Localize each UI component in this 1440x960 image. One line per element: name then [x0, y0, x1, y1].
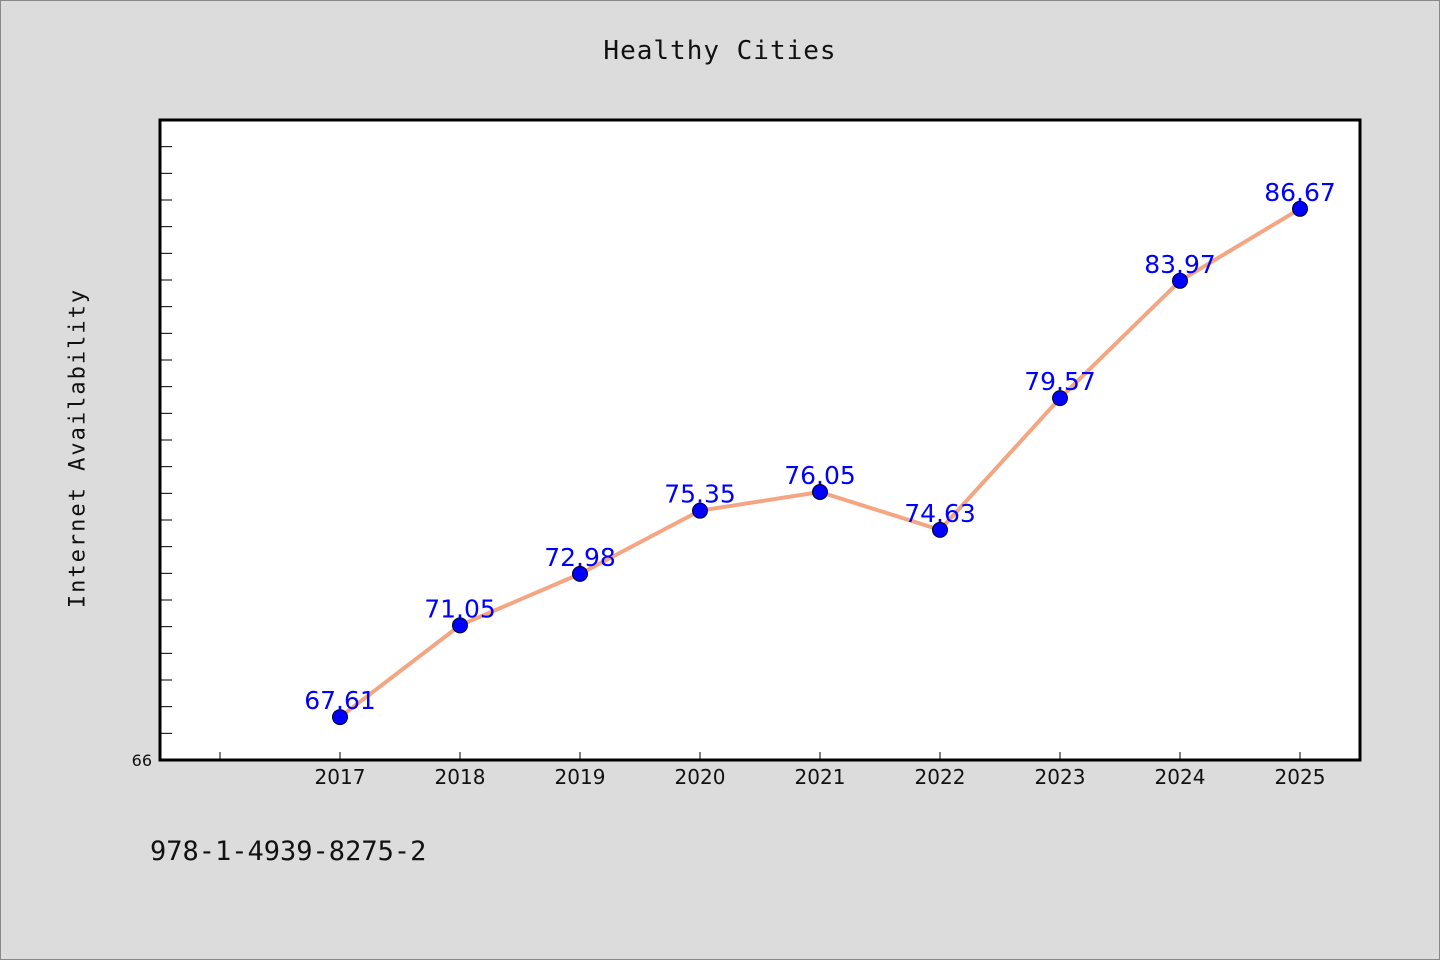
- y-tick-label: 66: [132, 751, 152, 770]
- data-point: [332, 709, 348, 726]
- plot-area: [160, 120, 1360, 760]
- x-tick-label: 2023: [1035, 765, 1086, 789]
- data-label: 75.35: [664, 480, 736, 509]
- x-tick-label: 2018: [435, 765, 486, 789]
- data-label: 67.61: [304, 686, 376, 715]
- data-point: [692, 502, 708, 519]
- isbn-text: 978-1-4939-8275-2: [150, 836, 427, 867]
- chart-title: Healthy Cities: [603, 36, 837, 66]
- data-point: [1292, 200, 1308, 217]
- x-tick-label: 2021: [795, 765, 846, 789]
- x-tick-label: 2025: [1275, 765, 1326, 789]
- x-tick-label: 2022: [915, 765, 966, 789]
- data-point: [1172, 272, 1188, 289]
- x-tick-label: 2019: [555, 765, 606, 789]
- data-point: [932, 521, 948, 538]
- data-label: 72.98: [544, 543, 616, 572]
- data-point: [452, 617, 468, 634]
- x-tick-label: 2024: [1155, 765, 1206, 789]
- data-point: [1052, 390, 1068, 407]
- x-tick-label: 2020: [675, 765, 726, 789]
- data-label: 76.05: [784, 461, 856, 490]
- data-label: 83.97: [1144, 250, 1216, 279]
- data-label: 86.67: [1264, 178, 1336, 207]
- data-label: 74.63: [904, 499, 976, 528]
- x-tick-label: 2017: [315, 765, 366, 789]
- data-label: 79.57: [1024, 367, 1096, 396]
- plot-frame: [158, 118, 1362, 762]
- data-point: [572, 565, 588, 582]
- data-point: [812, 484, 828, 500]
- data-label: 71.05: [424, 594, 496, 623]
